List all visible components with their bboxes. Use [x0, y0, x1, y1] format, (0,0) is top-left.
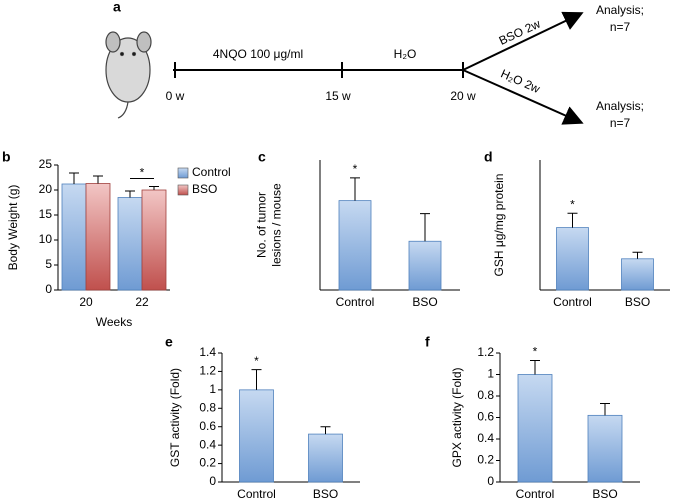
y-tick-label: 25 [39, 157, 53, 171]
legend-swatch [177, 184, 189, 196]
error-bar [530, 360, 540, 375]
bar [239, 389, 274, 483]
result-label: Analysis; [596, 3, 644, 17]
error-bar [420, 213, 430, 242]
result-n: n=7 [610, 116, 631, 130]
legend-label: Control [192, 165, 231, 179]
y-tick-label: 0 [209, 474, 216, 488]
y-tick-label: 20 [39, 182, 53, 196]
y-tick-label: 0.8 [199, 400, 216, 414]
panel-label: d [484, 149, 493, 165]
x-tick-label: Control [336, 295, 375, 309]
bar [141, 189, 167, 291]
y-axis-label: No. of tumor [255, 192, 269, 258]
y-tick-label: 0 [487, 474, 494, 488]
y-tick-label: 0.2 [199, 456, 216, 470]
y-tick-label: 1.4 [199, 345, 216, 359]
panel-label: b [2, 149, 11, 165]
y-tick-label: 0.4 [199, 437, 216, 451]
bar [61, 183, 87, 291]
y-tick-label: 0.6 [199, 419, 216, 433]
error-bar [93, 175, 103, 184]
panel-label: e [165, 334, 173, 350]
y-tick-label: 15 [39, 207, 53, 221]
panel-label: c [258, 149, 266, 165]
time-label: 0 w [166, 89, 185, 103]
y-tick-label: 1 [487, 367, 494, 381]
time-label: 20 w [450, 89, 476, 103]
y-tick-label: 10 [39, 232, 53, 246]
y-axis-label: lesions / mouse [270, 183, 284, 267]
bar [408, 240, 442, 291]
y-tick-label: 1.2 [199, 364, 216, 378]
panel-label: a [113, 0, 121, 15]
x-tick-label: 20 [79, 295, 93, 309]
bar [587, 414, 623, 483]
error-bar [567, 212, 578, 228]
error-bar [600, 403, 610, 416]
y-tick-label: 0.8 [477, 388, 494, 402]
y-axis-label: GST activity (Fold) [168, 368, 182, 467]
treatment-label: 4NQO 100 μg/ml [213, 47, 303, 61]
annotation: * [254, 354, 259, 368]
bar [517, 374, 553, 483]
panel-label: f [425, 334, 430, 350]
y-tick-label: 0 [45, 282, 52, 296]
y-axis-label: Body Weight (g) [6, 185, 20, 271]
bar [117, 197, 143, 291]
legend-swatch [177, 167, 189, 179]
water-label: H₂O [394, 47, 417, 61]
error-bar [149, 186, 159, 190]
y-tick-label: 0.4 [477, 431, 494, 445]
y-axis-label: GSH μg/mg protein [492, 174, 506, 277]
bar [338, 200, 372, 291]
y-axis-label: GPX activity (Fold) [450, 367, 464, 467]
timeline: a 4NQO 100 μg/ml H₂O 0 w 15 w 20 w BSO 2… [105, 0, 644, 130]
legend-label: BSO [192, 182, 217, 196]
y-tick-label: 5 [45, 257, 52, 271]
branch-arrow [462, 69, 584, 125]
x-tick-label: Control [516, 487, 555, 499]
result-label: Analysis; [596, 99, 644, 113]
error-bar [350, 177, 360, 201]
annotation: * [533, 345, 538, 359]
annotation: * [353, 162, 358, 176]
error-bar [69, 172, 79, 184]
y-tick-label: 0.2 [477, 453, 494, 467]
bar [308, 433, 343, 483]
annotation: * [140, 166, 145, 180]
branch-label: H₂O 2w [499, 66, 543, 96]
bar [621, 258, 654, 291]
x-tick-label: 22 [135, 295, 149, 309]
bar [556, 227, 589, 291]
error-bar [251, 369, 262, 390]
y-tick-label: 0.6 [477, 410, 494, 424]
branch-arrow [462, 11, 584, 71]
result-n: n=7 [610, 20, 631, 34]
x-tick-label: Control [553, 295, 592, 309]
error-bar [125, 190, 135, 198]
x-tick-label: BSO [625, 295, 650, 309]
x-tick-label: Control [237, 487, 276, 499]
time-label: 15 w [325, 89, 351, 103]
x-tick-label: BSO [592, 487, 617, 499]
y-tick-label: 1 [209, 382, 216, 396]
mouse-icon [105, 31, 152, 119]
annotation: * [570, 197, 575, 211]
error-bar [632, 251, 643, 259]
bar [85, 183, 111, 291]
error-bar [320, 426, 331, 435]
y-tick-label: 1.2 [477, 345, 494, 359]
x-tick-label: BSO [412, 295, 437, 309]
x-axis-label: Weeks [96, 315, 132, 329]
x-tick-label: BSO [313, 487, 338, 499]
